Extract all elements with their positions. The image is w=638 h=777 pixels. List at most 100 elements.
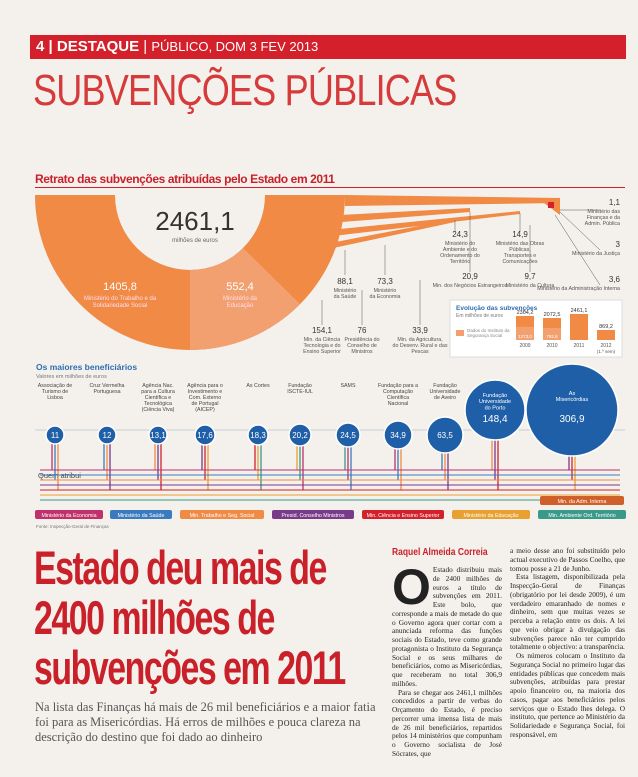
bubble [426, 416, 464, 454]
label-line: Comunicações [502, 259, 537, 265]
label-line: Ministério da Justiça [572, 251, 620, 257]
giver-pill [362, 510, 444, 519]
bubble-value: 18,3 [250, 431, 266, 440]
label: As Cortes [246, 383, 270, 389]
evolution-year: 2011 [574, 343, 585, 349]
label-line: (Ciência Viva) [142, 407, 175, 413]
label: Ministério do Ambiente e do Ordenamento do… [440, 241, 480, 265]
evolution-bar [570, 314, 588, 340]
label-line: Agência para o [187, 383, 223, 389]
bubble [335, 422, 361, 448]
bubble [148, 425, 168, 445]
label-line: Misericórdias [556, 397, 589, 403]
label-line: Universidade [430, 389, 461, 395]
section: DESTAQUE [56, 38, 140, 55]
giver-pill [110, 510, 172, 519]
total-unit: milhões de euros [172, 238, 218, 244]
ministry-value: 76 [358, 326, 367, 335]
label-line: Território [450, 259, 471, 265]
giver-label: Ministério da Saúde [118, 513, 165, 519]
ministry-value: 1,1 [609, 198, 621, 207]
evolution-total: 2304,2 [517, 310, 534, 316]
label: Ministério da Economia [370, 288, 401, 300]
issue: PÚBLICO, DOM 3 FEV 2013 [151, 39, 319, 54]
label-line: Presidência do [344, 337, 379, 343]
label-line: Ministério das Obras [496, 241, 545, 247]
giver-pill [35, 510, 103, 519]
label: Ministério da Educação [223, 296, 258, 309]
label-line: Com. Externo [189, 395, 221, 401]
ministry-value: 1405,8 [103, 281, 137, 293]
paragraph: Para se chegar aos 2461,1 milhões conced… [392, 687, 502, 758]
label: Fundação ISCTE-IUL [287, 383, 313, 395]
giver-pill [452, 510, 530, 519]
label-line: do Porto [485, 405, 506, 411]
label-line: Computação [383, 389, 413, 395]
label: Ministério das Finanças e da Admin. Públic… [585, 209, 621, 227]
label-line: Tecnológica [144, 401, 172, 407]
label: Ministério da Administração Interna [537, 286, 620, 292]
evolution-box [449, 299, 623, 358]
bubble-value: 306,9 [559, 414, 584, 425]
label-line: Cruz Vermelha [89, 383, 124, 389]
label-line: (AICEP) [195, 407, 215, 413]
label-line: Ministério da [223, 296, 258, 302]
giver-label: Ministério da Economia [41, 513, 96, 519]
iss-value: 1273,0 [518, 334, 532, 339]
ministry-value: 14,9 [512, 230, 528, 239]
label-line: Ministério do [445, 241, 475, 247]
ministry-value: 73,3 [377, 277, 393, 286]
label-line: Associação de [38, 383, 73, 389]
infographic: Os maiores beneficiários Valores em milh… [35, 195, 626, 529]
bubble-value: 12 [103, 431, 112, 440]
evolution-year: 2009 [519, 343, 530, 349]
beneficiaries-unit: Valores em milhões de euros [36, 374, 107, 380]
label-line: do Desenv. Rural e das [393, 343, 448, 349]
paragraph: Os números colocam o Instituto da Segura… [510, 651, 625, 739]
ministry-value: 24,3 [452, 230, 468, 239]
headline-line: Estado deu mais de [34, 541, 327, 594]
label: Presidência do Conselho de Ministros [344, 337, 379, 355]
label: Evolução das subvenções [456, 305, 538, 312]
ministry-value: 154,1 [312, 326, 333, 335]
bubble [194, 424, 216, 446]
page-number: 4 [36, 38, 45, 55]
ministry-value: 9,7 [524, 272, 536, 281]
label-line: Finanças e da [587, 215, 620, 221]
label: Min. da Ciência Tecnologia e do Ensino Sup… [303, 337, 341, 355]
label-line: As Cortes [246, 383, 270, 389]
giver-pill [180, 510, 264, 519]
evolution-iss [516, 326, 534, 340]
bubble [45, 425, 65, 445]
label: Dados do Instituto da Segurança Social [467, 328, 510, 338]
ministry-value: 3,6 [609, 275, 621, 284]
rule [35, 187, 625, 188]
label: Agência Nac. para a Cultura Científica e Te… [141, 383, 175, 413]
bubble-value: 24,5 [340, 431, 356, 440]
label: As Misericórdias [556, 391, 589, 403]
giver-label: Min. Ciência e Ensino Superior [367, 513, 440, 519]
headline: Estado deu mais de 2400 milhões de subve… [34, 541, 346, 694]
bubble-value: 148,4 [482, 414, 507, 425]
label-line: para a Cultura [141, 389, 175, 395]
total: 2461,1 [155, 206, 235, 236]
bubble-value: 11 [51, 431, 60, 440]
label: Ministério da Saúde [334, 288, 357, 300]
giver-pill [540, 496, 624, 505]
byline: Raquel Almeida Correia [392, 547, 488, 558]
giver-label: Min. Ambiente Ord. Território [548, 513, 615, 519]
paragraph: Estado distribuiu mais de 2400 milhões d… [392, 566, 502, 688]
label-line: Investimento e [188, 389, 223, 395]
headline-line: subvenções em 2011 [34, 641, 346, 694]
label-line: Min. dos Negócios Estrangeiros [433, 283, 508, 289]
label-line: Ministério das [587, 209, 620, 215]
evolution-total: 869,2 [599, 324, 613, 330]
label: SAMS [340, 383, 355, 389]
label-line: Min. da Ciência [304, 337, 341, 343]
page-title: SUBVENÇÕES PÚBLICAS [33, 66, 457, 115]
evolution-unit: Em milhões de euros [456, 313, 503, 319]
label-line: Admin. Pública [585, 221, 620, 227]
fan-education [190, 248, 300, 350]
label-line: Científica e [145, 395, 172, 401]
